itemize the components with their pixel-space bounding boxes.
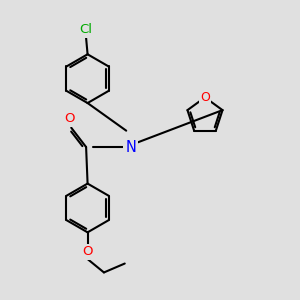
Text: O: O	[64, 112, 75, 125]
Text: O: O	[200, 91, 210, 104]
Text: Cl: Cl	[80, 23, 93, 36]
Text: N: N	[125, 140, 136, 154]
Text: O: O	[82, 245, 93, 258]
